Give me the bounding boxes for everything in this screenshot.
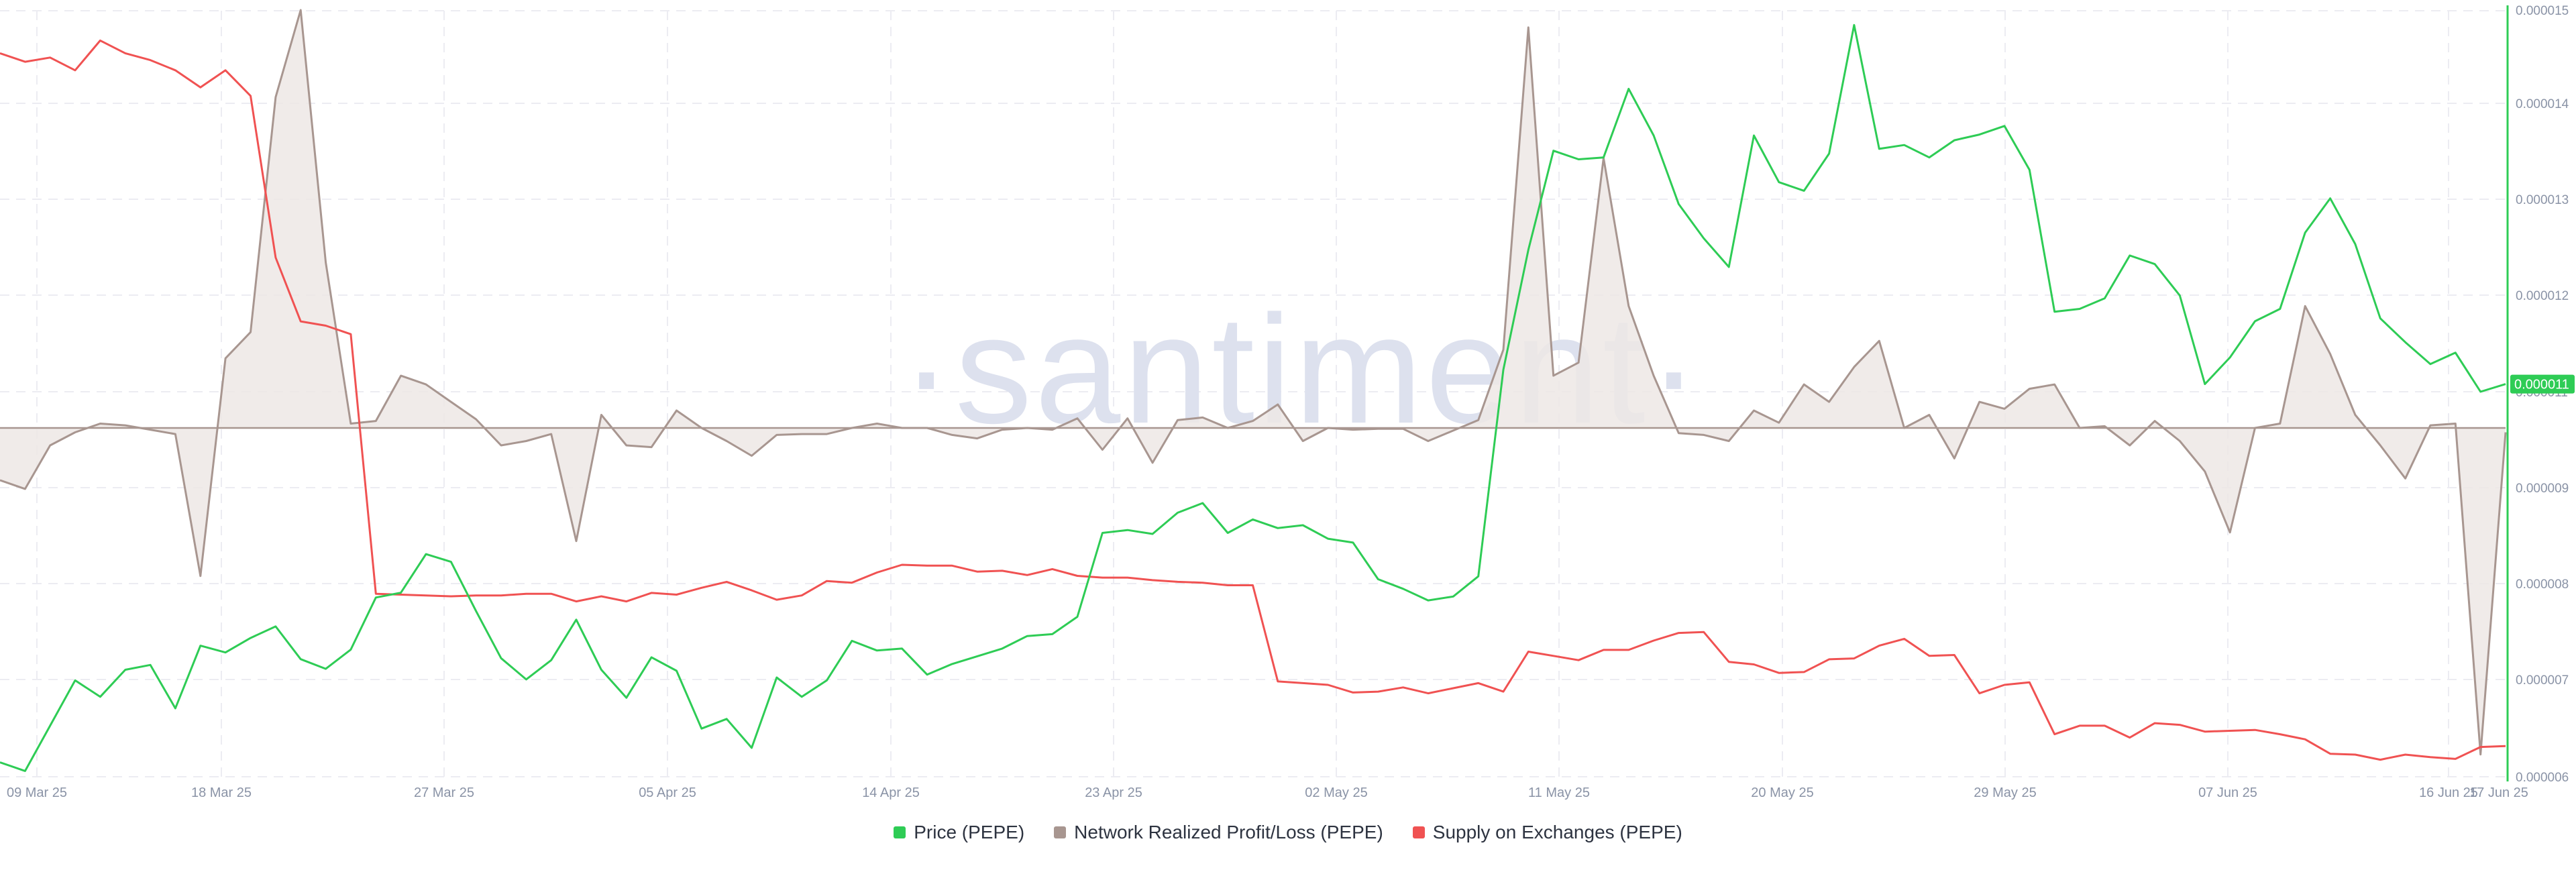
legend-label-nrpl: Network Realized Profit/Loss (PEPE) — [1074, 822, 1383, 842]
y-tick-label: 0.000012 — [2516, 289, 2569, 303]
x-tick-label: 05 Apr 25 — [639, 785, 696, 800]
x-tick-label: 17 Jun 25 — [2469, 785, 2528, 800]
legend: Price (PEPE) Network Realized Profit/Los… — [0, 822, 2576, 843]
x-tick-label: 18 Mar 25 — [191, 785, 252, 800]
legend-item-supply[interactable]: Supply on Exchanges (PEPE) — [1412, 822, 1682, 843]
legend-swatch-supply — [1412, 826, 1425, 838]
price-badge — [2510, 374, 2575, 394]
y-tick-label: 0.000007 — [2516, 673, 2569, 688]
price-badge-label: 0.000011 — [2514, 378, 2569, 392]
legend-label-supply: Supply on Exchanges (PEPE) — [1432, 822, 1682, 842]
x-axis: 09 Mar 25 18 Mar 25 27 Mar 25 05 Apr 25 14 A… — [7, 785, 2528, 800]
legend-swatch-price — [894, 826, 906, 838]
x-tick-label: 14 Apr 25 — [862, 785, 920, 800]
x-tick-label: 09 Mar 25 — [7, 785, 67, 800]
x-tick-label: 11 May 25 — [1528, 785, 1590, 800]
x-tick-label: 16 Jun 25 — [2419, 785, 2478, 800]
y-tick-label: 0.000008 — [2516, 578, 2569, 592]
supply-series — [0, 39, 2506, 761]
x-tick-label: 02 May 25 — [1305, 785, 1367, 800]
x-tick-label: 07 Jun 25 — [2198, 785, 2257, 800]
legend-swatch-nrpl — [1054, 826, 1067, 838]
y-tick-label: 0.000014 — [2516, 97, 2569, 111]
y-axis: 0.000006 0.000007 0.000008 0.000009 0.000011… — [2506, 4, 2575, 785]
y-tick-label: 0.000015 — [2516, 4, 2569, 18]
x-tick-label: 29 May 25 — [1974, 785, 2036, 800]
x-tick-label: 20 May 25 — [1751, 785, 1813, 800]
nrpl-series — [0, 9, 2507, 756]
y-tick-label: 0.000006 — [2516, 771, 2569, 785]
y-tick-label: 0.000009 — [2516, 482, 2569, 496]
price-series — [0, 23, 2506, 772]
x-tick-label: 23 Apr 25 — [1085, 785, 1142, 800]
price-line — [0, 23, 2506, 772]
supply-line — [0, 39, 2506, 761]
legend-item-nrpl[interactable]: Network Realized Profit/Loss (PEPE) — [1054, 822, 1383, 843]
y-tick-label: 0.000013 — [2516, 193, 2569, 207]
legend-label-price: Price (PEPE) — [914, 822, 1025, 842]
legend-item-price[interactable]: Price (PEPE) — [894, 822, 1024, 843]
x-tick-label: 27 Mar 25 — [414, 785, 474, 800]
nrpl-line — [0, 9, 2507, 756]
